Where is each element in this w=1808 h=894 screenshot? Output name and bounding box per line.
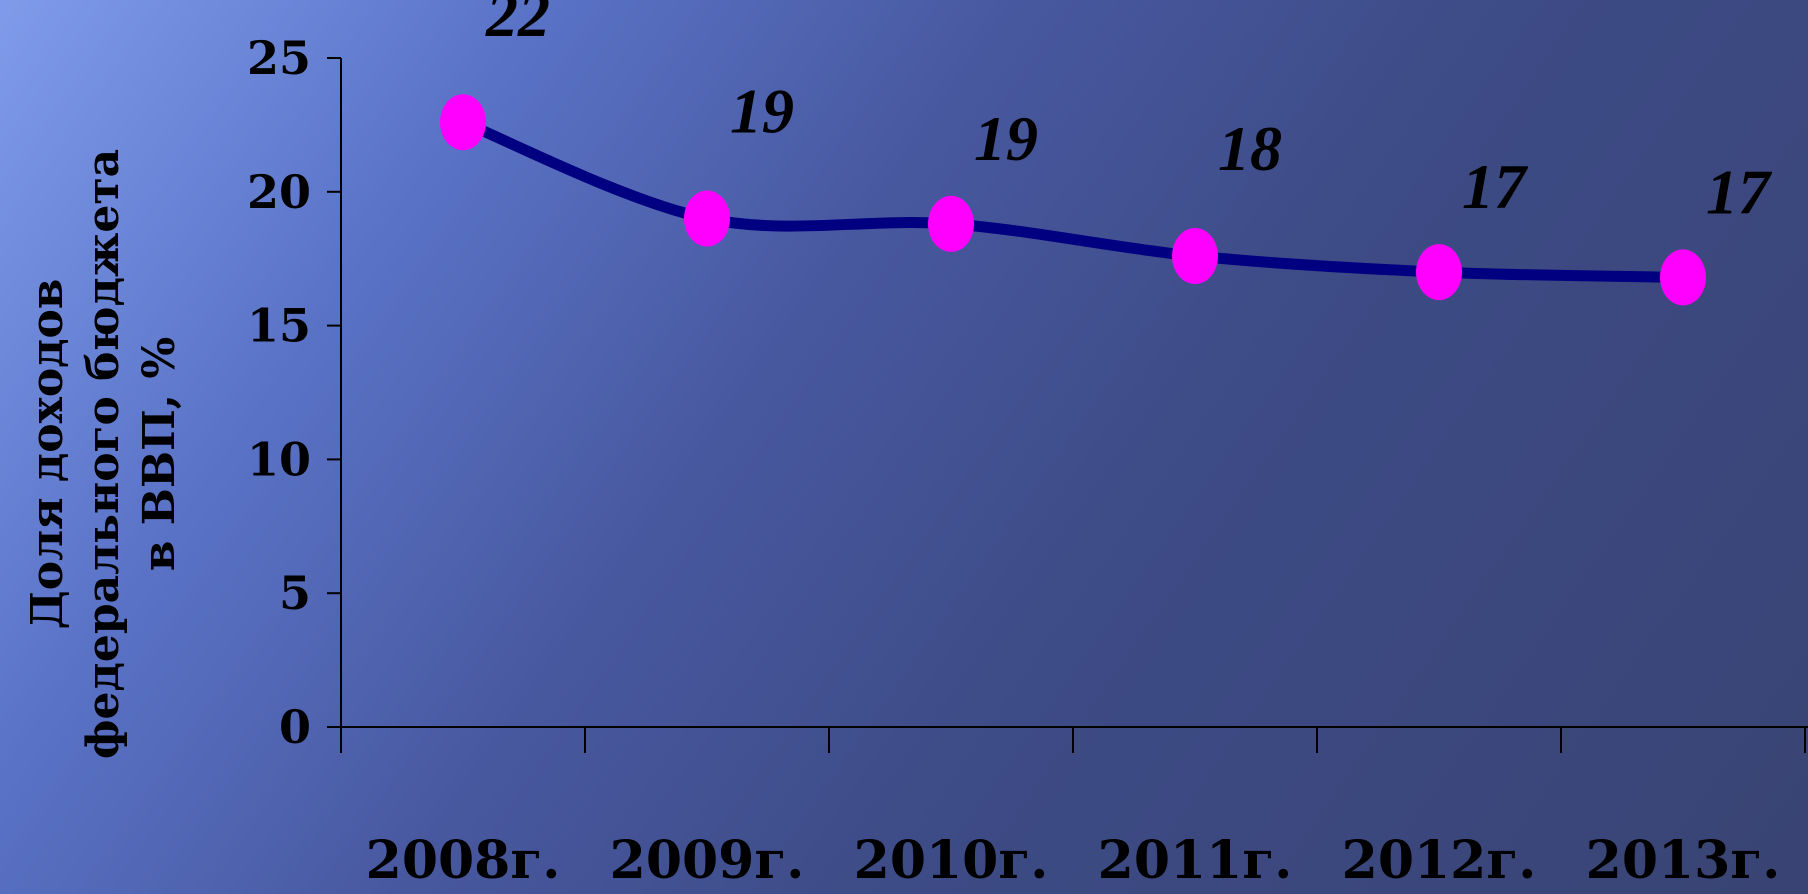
y-tick-label: 5	[279, 566, 311, 620]
data-label: 17	[1462, 151, 1529, 222]
y-tick-label: 10	[247, 432, 311, 486]
data-point-marker	[684, 190, 730, 247]
data-label: 22	[485, 0, 550, 50]
series-line	[457, 116, 1689, 283]
y-tick-label: 0	[279, 700, 311, 754]
data-point-marker	[1660, 249, 1706, 306]
y-tick-label: 15	[247, 299, 311, 353]
data-point-marker	[1172, 228, 1218, 285]
x-tick-label: 2011г.	[1098, 830, 1293, 891]
x-axis-ticks: 2008г. 2009г. 2010г. 2011г. 2012г. 2013г.	[366, 727, 1806, 891]
x-tick-label: 2012г.	[1342, 830, 1537, 891]
y-axis-title-line-3: в ВВП, %	[134, 337, 185, 571]
x-tick-label: 2009г.	[610, 830, 805, 891]
y-axis-title: Доля доходов федерального бюджета в ВВП,…	[22, 149, 185, 759]
data-label: 19	[974, 103, 1038, 174]
y-axis-title-line-2: федерального бюджета	[78, 149, 129, 759]
data-label: 19	[730, 76, 794, 147]
y-tick-label: 25	[247, 31, 311, 85]
data-point-marker	[928, 195, 974, 252]
data-labels: 22 19 19 18 17 17	[485, 0, 1773, 227]
x-tick-label: 2013г.	[1586, 830, 1781, 891]
data-point-marker	[1416, 244, 1462, 301]
data-label: 17	[1706, 156, 1773, 227]
y-axis-ticks: 0 5 10 15 20 25	[247, 31, 341, 754]
data-point-marker	[440, 94, 486, 151]
y-axis-title-line-1: Доля доходов	[22, 279, 73, 630]
series-line-path	[457, 116, 1689, 283]
y-tick-label: 20	[247, 165, 311, 219]
x-tick-label: 2008г.	[366, 830, 561, 891]
x-tick-label: 2010г.	[854, 830, 1049, 891]
data-label: 18	[1218, 113, 1282, 184]
series-markers	[440, 94, 1706, 306]
